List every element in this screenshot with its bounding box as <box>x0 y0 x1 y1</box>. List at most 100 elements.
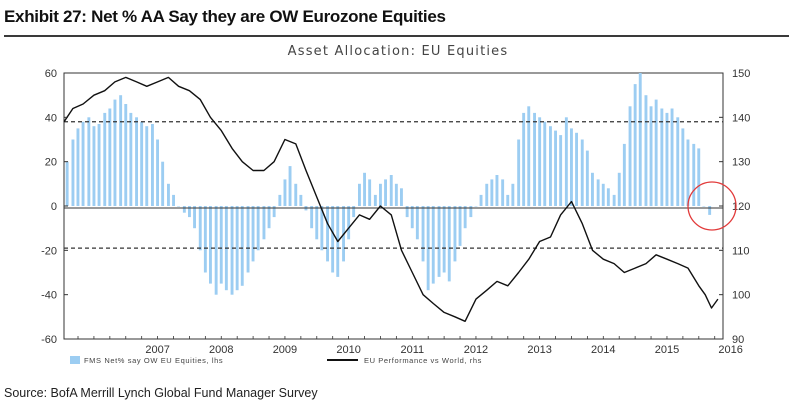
bar <box>315 206 319 240</box>
left-tick-label: -20 <box>41 245 57 257</box>
bar <box>644 95 648 206</box>
bar <box>81 121 85 206</box>
bar <box>458 206 462 246</box>
bar <box>299 194 303 206</box>
plot-title: Asset Allocation: EU Equities <box>288 44 509 59</box>
bar <box>230 206 234 295</box>
reference-lines <box>64 121 723 249</box>
bar <box>92 126 96 206</box>
bar <box>262 206 266 240</box>
bar <box>172 194 175 206</box>
bar <box>394 183 398 206</box>
highlight-circle <box>687 181 737 231</box>
bar <box>294 183 298 206</box>
bar <box>113 99 117 206</box>
right-tick-label: 150 <box>732 68 750 80</box>
bar <box>65 161 69 206</box>
bar <box>352 206 356 218</box>
bar <box>156 139 159 206</box>
bar-series <box>65 73 712 295</box>
bar <box>389 175 393 206</box>
bar <box>549 126 552 206</box>
bar <box>135 117 138 206</box>
x-tick-label: 2010 <box>336 344 360 356</box>
bar <box>400 188 403 206</box>
bar <box>331 206 335 273</box>
bar <box>410 206 414 229</box>
bar <box>511 183 515 206</box>
bar <box>363 172 366 207</box>
bar <box>103 112 107 206</box>
bar <box>310 206 314 229</box>
bar <box>437 206 441 277</box>
bar <box>140 121 144 206</box>
x-tick-label: 2009 <box>273 344 297 356</box>
x-tick-label: 2008 <box>209 344 233 356</box>
bar <box>384 179 387 206</box>
bar <box>708 206 712 215</box>
legend-label-bars: FMS Net% say OW EU Equities, lhs <box>84 356 223 365</box>
bar <box>591 172 594 207</box>
bar <box>564 117 568 206</box>
bar <box>453 206 457 262</box>
bar <box>326 206 329 262</box>
bar <box>368 179 372 206</box>
bar <box>161 161 165 206</box>
bar <box>167 183 170 206</box>
bar <box>193 206 196 229</box>
x-tick-label: 2015 <box>655 344 679 356</box>
bar <box>554 130 557 206</box>
bar <box>490 179 494 206</box>
bar <box>538 117 542 206</box>
bar <box>570 128 573 206</box>
x-tick-label: 2011 <box>400 344 424 356</box>
bar <box>495 175 499 206</box>
bar <box>596 179 600 206</box>
bar <box>543 121 547 206</box>
x-tick-label: 2013 <box>527 344 551 356</box>
bar <box>182 206 186 213</box>
right-tick-label: 140 <box>732 112 750 124</box>
bar <box>209 206 212 284</box>
bar <box>405 206 409 218</box>
right-tick-label: 110 <box>732 245 750 257</box>
x-axis: 2007 2008 2009 2010 2011 2012 2013 2014 2015 2016 <box>77 336 743 356</box>
bar <box>606 188 610 206</box>
bar <box>267 206 271 229</box>
bar <box>638 73 642 206</box>
bar <box>447 206 451 282</box>
bar <box>198 206 202 251</box>
bar <box>246 206 250 273</box>
bar <box>219 206 223 284</box>
bar <box>288 166 292 206</box>
bar <box>431 206 435 284</box>
bar <box>145 126 149 206</box>
bar <box>347 206 351 240</box>
bar <box>580 139 584 206</box>
left-axis: 60 40 20 0 -20 -40 -60 <box>41 68 68 346</box>
x-tick-label: 2014 <box>591 344 615 356</box>
bar <box>474 206 478 207</box>
x-tick-label: 2007 <box>145 344 169 356</box>
bar <box>670 108 674 206</box>
left-tick-label: 40 <box>45 112 57 124</box>
bar <box>575 132 578 206</box>
right-tick-label: 120 <box>732 201 750 213</box>
chart: Asset Allocation: EU Equities 60 40 20 0 -20… <box>41 44 750 365</box>
bar <box>379 183 382 206</box>
left-tick-label: 0 <box>51 201 57 213</box>
bar <box>373 194 377 206</box>
bar <box>256 206 260 251</box>
left-tick-label: 60 <box>45 68 57 80</box>
left-tick-label: -60 <box>41 334 57 346</box>
bar <box>71 139 75 206</box>
bar <box>469 206 473 218</box>
bar <box>442 206 446 273</box>
bar <box>686 139 690 206</box>
right-tick-label: 130 <box>732 157 750 169</box>
bar <box>235 206 239 291</box>
bar <box>251 206 255 262</box>
bar <box>108 108 112 206</box>
bar <box>559 135 563 206</box>
bar <box>527 106 531 207</box>
